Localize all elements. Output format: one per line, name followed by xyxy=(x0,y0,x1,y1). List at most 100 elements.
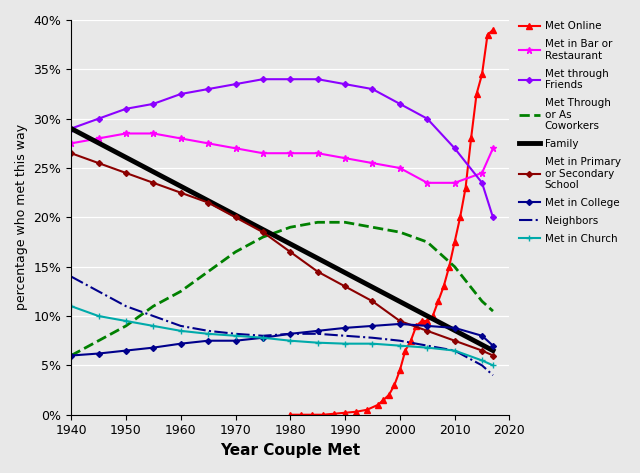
Met Online xyxy=(363,407,371,412)
Met Through
or As
Coworkers xyxy=(259,234,267,240)
Met Through
or As
Coworkers xyxy=(150,303,157,309)
Met in Primary
or Secondary
School xyxy=(369,298,376,304)
Line: Met Online: Met Online xyxy=(287,27,496,418)
Met through
Friends xyxy=(150,101,157,107)
Neighbors xyxy=(67,274,75,280)
Met in College xyxy=(232,338,239,343)
Met in Church xyxy=(478,358,486,363)
Met Through
or As
Coworkers xyxy=(232,249,239,255)
Met through
Friends xyxy=(424,116,431,122)
Met Online xyxy=(341,410,349,416)
Met through
Friends xyxy=(341,81,349,87)
Met through
Friends xyxy=(478,180,486,186)
Met in Primary
or Secondary
School xyxy=(122,170,130,176)
Line: Met through
Friends: Met through Friends xyxy=(69,77,495,219)
Met in College xyxy=(204,338,212,343)
Met in College xyxy=(451,325,458,331)
Met Online xyxy=(308,412,316,418)
Met Through
or As
Coworkers xyxy=(177,289,184,294)
Met through
Friends xyxy=(396,101,404,107)
Met through
Friends xyxy=(259,76,267,82)
Met Through
or As
Coworkers xyxy=(341,219,349,225)
Met in Primary
or Secondary
School xyxy=(451,338,458,343)
Met Through
or As
Coworkers xyxy=(478,298,486,304)
Met in College xyxy=(314,328,321,333)
Met Online xyxy=(429,313,436,319)
Met Online xyxy=(401,348,409,353)
Met in Church xyxy=(287,338,294,343)
Met in Primary
or Secondary
School xyxy=(478,348,486,353)
Met through
Friends xyxy=(287,76,294,82)
Met in Church xyxy=(259,335,267,341)
Neighbors xyxy=(259,333,267,339)
Neighbors xyxy=(451,348,458,353)
Y-axis label: percentage who met this way: percentage who met this way xyxy=(15,124,28,310)
Line: Neighbors: Neighbors xyxy=(71,277,493,375)
X-axis label: Year Couple Met: Year Couple Met xyxy=(220,443,360,458)
Met Online xyxy=(456,215,464,220)
Met in Bar or
Restaurant xyxy=(369,160,376,166)
Met in Church xyxy=(451,348,458,353)
Met in Bar or
Restaurant xyxy=(122,131,130,136)
Met in Primary
or Secondary
School xyxy=(287,249,294,255)
Met through
Friends xyxy=(369,86,376,92)
Met Through
or As
Coworkers xyxy=(95,338,102,343)
Met through
Friends xyxy=(95,116,102,122)
Met in Bar or
Restaurant xyxy=(396,165,404,171)
Met Through
or As
Coworkers xyxy=(396,229,404,235)
Met in Primary
or Secondary
School xyxy=(177,190,184,195)
Met in Church xyxy=(122,318,130,324)
Met in Bar or
Restaurant xyxy=(424,180,431,186)
Met in Church xyxy=(314,340,321,345)
Met Through
or As
Coworkers xyxy=(489,308,497,314)
Met through
Friends xyxy=(122,106,130,112)
Line: Met in Church: Met in Church xyxy=(68,303,497,369)
Met Online xyxy=(287,412,294,418)
Met through
Friends xyxy=(204,86,212,92)
Met Through
or As
Coworkers xyxy=(451,264,458,270)
Neighbors xyxy=(177,323,184,329)
Met Through
or As
Coworkers xyxy=(369,224,376,230)
Met Through
or As
Coworkers xyxy=(424,239,431,245)
Legend: Met Online, Met in Bar or
Restaurant, Met through
Friends, Met Through
or As
Cow: Met Online, Met in Bar or Restaurant, Me… xyxy=(515,18,625,248)
Met in Primary
or Secondary
School xyxy=(67,150,75,156)
Met Online xyxy=(440,284,447,289)
Met in Bar or
Restaurant xyxy=(478,170,486,176)
Met Online xyxy=(380,397,387,403)
Neighbors xyxy=(232,331,239,337)
Met Online xyxy=(374,402,382,408)
Met in College xyxy=(122,348,130,353)
Met in Church xyxy=(177,328,184,333)
Neighbors xyxy=(122,303,130,309)
Neighbors xyxy=(396,338,404,343)
Met Online xyxy=(418,318,426,324)
Met in College xyxy=(369,323,376,329)
Met Online xyxy=(445,264,453,270)
Neighbors xyxy=(489,372,497,378)
Met Through
or As
Coworkers xyxy=(122,323,130,329)
Met in Church xyxy=(67,303,75,309)
Met Online xyxy=(385,392,393,398)
Met in Primary
or Secondary
School xyxy=(489,353,497,359)
Met in Church xyxy=(369,341,376,347)
Met in Primary
or Secondary
School xyxy=(150,180,157,186)
Met Online xyxy=(424,318,431,324)
Met in Church xyxy=(95,313,102,319)
Met in College xyxy=(341,325,349,331)
Neighbors xyxy=(95,289,102,294)
Met in Bar or
Restaurant xyxy=(177,136,184,141)
Met in College xyxy=(177,341,184,347)
Neighbors xyxy=(478,362,486,368)
Met Online xyxy=(467,136,475,141)
Neighbors xyxy=(314,331,321,337)
Met in Primary
or Secondary
School xyxy=(314,269,321,274)
Met in Bar or
Restaurant xyxy=(451,180,458,186)
Met Online xyxy=(451,239,458,245)
Met in College xyxy=(95,350,102,356)
Met through
Friends xyxy=(232,81,239,87)
Met in Bar or
Restaurant xyxy=(232,145,239,151)
Line: Met in Bar or
Restaurant: Met in Bar or Restaurant xyxy=(68,130,497,186)
Met Online xyxy=(298,412,305,418)
Met in Church xyxy=(204,331,212,337)
Met in College xyxy=(478,333,486,339)
